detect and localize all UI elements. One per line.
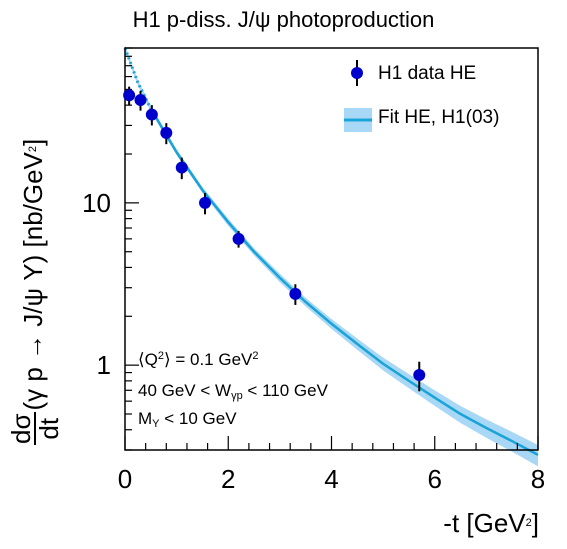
data-point <box>123 89 136 102</box>
data-point <box>289 287 302 300</box>
y-axis-label: dσ dt (γ p → J/ψ Y) [nb/GeV2] <box>6 138 64 445</box>
x-axis-label-sup: 2 <box>525 517 532 529</box>
fit-line <box>149 108 539 456</box>
data-point <box>145 108 158 121</box>
y-axis-fraction-den: dt <box>34 417 64 440</box>
ann-q2-mid: ⟩ = 0.1 GeV <box>163 350 253 369</box>
ann-my-sub: Y <box>152 418 160 430</box>
ann-w-pre: 40 GeV < W <box>138 381 232 400</box>
legend-marker-fit <box>344 108 372 132</box>
legend-label-data: H1 data HE <box>378 63 477 84</box>
x-tick-label: 2 <box>221 464 235 494</box>
x-axis-label-text: -t [GeV <box>443 508 526 538</box>
data-point <box>199 196 212 209</box>
y-tick-label: 1 <box>97 350 111 380</box>
y-axis-fraction-num: dσ <box>6 412 36 445</box>
ann-my-pre: M <box>138 409 153 428</box>
annotation-q2: ⟨Q2⟩ = 0.1 GeV2 <box>138 350 259 370</box>
fit-line-extrapolated <box>123 47 153 110</box>
legend-label-fit: Fit HE, H1(03) <box>378 107 500 128</box>
ann-q2-pre: ⟨Q <box>138 350 158 369</box>
x-tick-label: 8 <box>531 464 545 494</box>
ann-my-post: < 10 GeV <box>159 409 237 428</box>
x-tick-label: 0 <box>118 464 132 494</box>
data-point <box>413 368 426 381</box>
ann-w-sub: γp <box>231 390 243 402</box>
chart-title: H1 p-diss. J/ψ photoproduction <box>132 7 435 32</box>
y-axis-label-sup: 2 <box>26 145 39 153</box>
ann-q2-sup: 2 <box>157 350 164 362</box>
y-axis-label-tail: ] <box>17 138 48 146</box>
x-axis-label-tail: ] <box>531 508 539 538</box>
ann-q2-sup2: 2 <box>252 350 259 362</box>
ann-w-post: < 110 GeV <box>242 381 328 400</box>
x-tick-label: 4 <box>324 464 338 494</box>
data-point <box>134 94 147 107</box>
annotation-my: MY < 10 GeV <box>138 409 237 430</box>
y-tick-label: 10 <box>82 188 111 218</box>
legend-marker-data <box>351 60 363 86</box>
data-point <box>175 161 188 174</box>
x-tick-label: 6 <box>428 464 442 494</box>
y-axis-label-text: (γ p → J/ψ Y) [nb/GeV <box>17 152 48 411</box>
data-point <box>232 232 245 245</box>
data-point <box>160 126 173 139</box>
y-axis-fraction: dσ dt <box>6 412 64 445</box>
annotation-w: 40 GeV < Wγp < 110 GeV <box>138 381 328 402</box>
x-axis-label: -t [GeV2] <box>443 508 539 539</box>
